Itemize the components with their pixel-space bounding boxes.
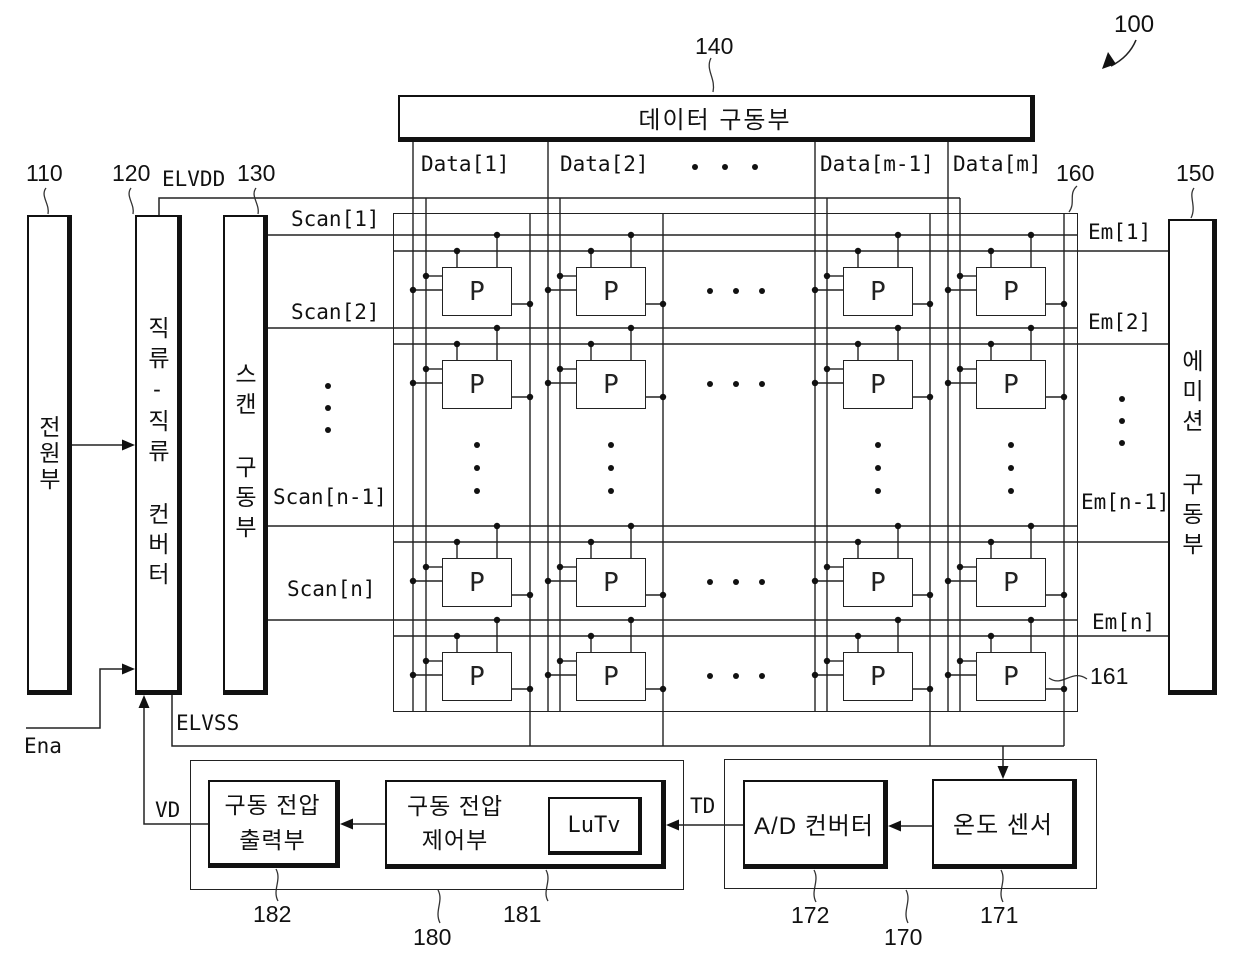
temp-sensor-box: 온도 센서: [932, 779, 1077, 869]
ena-label: Ena: [24, 734, 62, 758]
pixel-box: P: [843, 558, 913, 607]
scan-line-label-n1: Scan[n-1]: [273, 485, 387, 509]
data-driver-label: 데이터 구동부: [638, 106, 792, 134]
pixel-box: P: [843, 652, 913, 701]
emission-driver-label: 에미션 구동부: [1178, 349, 1204, 562]
temp-group-outline: [724, 759, 1097, 889]
temp-sensor-label: 온도 센서: [953, 812, 1053, 839]
pixel-box: P: [442, 652, 512, 701]
pixel-box: P: [843, 267, 913, 316]
em-line-label-1: Em[1]: [1088, 220, 1152, 244]
arrowheads: [122, 52, 1116, 832]
adc-label: A/D 컨버터: [754, 812, 874, 840]
voltage-group-outline: [190, 760, 684, 890]
pixel-box: P: [576, 558, 646, 607]
ref-180: 180: [413, 924, 452, 950]
voltage-output-label-line1: 구동 전압: [224, 792, 321, 818]
ref-150: 150: [1176, 160, 1215, 186]
scan-line-label-n: Scan[n]: [287, 577, 376, 601]
voltage-output-box: 구동 전압 출력부: [208, 780, 340, 868]
reference-leader-lines: [43, 57, 1195, 924]
pixel-box: P: [576, 360, 646, 409]
power-supply-label: 전원부: [35, 414, 61, 493]
data-line-label-1: Data[1]: [421, 152, 510, 176]
pixel-array-outline: [393, 213, 1078, 712]
voltage-control-label-line1: 구동 전압: [407, 792, 504, 819]
pixel-box: P: [976, 652, 1046, 701]
pixel-box: P: [976, 267, 1046, 316]
scan-line-label-2: Scan[2]: [291, 300, 380, 324]
scan-driver-box: 스캔 구동부: [223, 215, 268, 695]
adc-box: A/D 컨버터: [743, 780, 888, 869]
static-wires: [26, 197, 1064, 827]
emission-driver-box: 에미션 구동부: [1168, 219, 1217, 695]
td-label: TD: [690, 794, 716, 818]
lut-label: LuTv: [567, 812, 621, 838]
vd-label: VD: [155, 798, 181, 822]
ref-182: 182: [253, 901, 292, 927]
ref-120: 120: [112, 160, 151, 186]
pixel-box: P: [976, 360, 1046, 409]
voltage-output-label-line2: 출력부: [239, 826, 306, 853]
data-driver-box: 데이터 구동부: [398, 95, 1035, 142]
pixel-box: P: [843, 360, 913, 409]
data-line-label-2: Data[2]: [560, 152, 649, 176]
pixel-box: P: [442, 558, 512, 607]
ref-110: 110: [26, 160, 63, 186]
em-line-label-2: Em[2]: [1088, 310, 1152, 334]
elvdd-label: ELVDD: [162, 167, 226, 191]
ref-160: 160: [1056, 160, 1095, 186]
ref-100: 100: [1114, 11, 1155, 38]
em-line-label-n: Em[n]: [1092, 610, 1156, 634]
em-line-label-n1: Em[n-1]: [1081, 490, 1170, 514]
dcdc-converter-box: 직류-직류 컨버터: [135, 215, 182, 695]
pixel-array-wires: [268, 142, 1168, 746]
pixel-box: P: [576, 652, 646, 701]
scan-line-label-1: Scan[1]: [291, 207, 380, 231]
lut-box: LuTv: [548, 797, 642, 855]
ref-140: 140: [695, 33, 734, 59]
power-supply-box: 전원부: [27, 215, 72, 695]
scan-driver-label: 스캔 구동부: [231, 362, 257, 545]
ref-171: 171: [980, 902, 1019, 928]
pixel-box: P: [442, 267, 512, 316]
pixel-box: P: [442, 360, 512, 409]
ref-181: 181: [503, 901, 542, 927]
dcdc-converter-label: 직류-직류 컨버터: [144, 315, 170, 592]
ref-130: 130: [237, 160, 276, 186]
pixel-box: P: [576, 267, 646, 316]
ref-161: 161: [1090, 663, 1129, 689]
data-line-label-m: Data[m]: [953, 152, 1042, 176]
data-line-label-m1: Data[m-1]: [820, 152, 934, 176]
pixel-box: P: [976, 558, 1046, 607]
elvss-label: ELVSS: [176, 711, 240, 735]
ref-170: 170: [884, 924, 923, 950]
figure-pointer-arrow: [1110, 39, 1137, 67]
ref-172: 172: [791, 902, 830, 928]
voltage-control-label-line2: 제어부: [421, 827, 489, 853]
